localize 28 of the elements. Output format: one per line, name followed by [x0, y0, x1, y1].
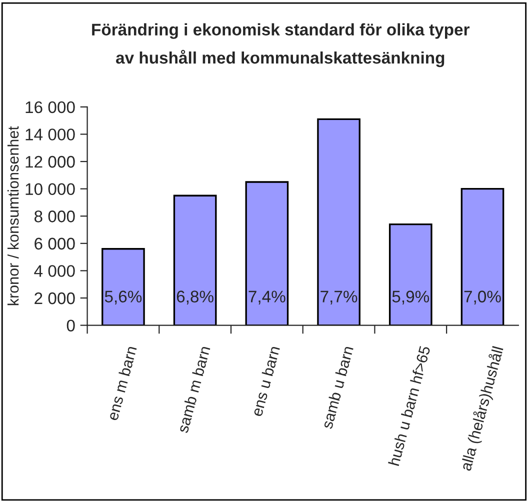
y-tick-label: 2 000 [34, 292, 75, 304]
x-tick-label: ens u barn [250, 346, 280, 417]
annotation: 5,6% [104, 290, 142, 304]
x-tick-label: hush u barn hf>65 [388, 345, 430, 466]
bar [460, 188, 504, 326]
x-tick-label: samb m barn [176, 346, 210, 434]
y-tick-label: 10 000 [26, 183, 75, 196]
chart-title: Förändring i ekonomisk standard för olika typer av hushåll med kommunalskattesänkning [92, 23, 470, 68]
x-tick-label: samb u barn [321, 346, 354, 430]
y-tick-label: 0 [66, 320, 75, 332]
annotation: 5,9% [392, 290, 430, 304]
bar [102, 248, 145, 326]
y-tick-label: 12 000 [26, 156, 75, 168]
bar [317, 118, 360, 326]
y-axis-title: kronor / konsumtionsenhet [7, 126, 19, 306]
y-tick-label: 4 000 [34, 265, 75, 277]
annotation: 7,4% [248, 290, 286, 304]
y-tick-label: 16 000 [26, 101, 75, 114]
annotation: 7,7% [320, 290, 358, 304]
y-tick-label: 6 000 [34, 238, 75, 250]
annotation: 7,0% [464, 290, 501, 304]
bar [388, 223, 432, 326]
bar [245, 181, 289, 326]
y-tick-label: 8 000 [34, 210, 75, 222]
bar [173, 194, 217, 326]
annotation: 6,8% [176, 290, 214, 304]
y-tick-label: 14 000 [26, 128, 75, 140]
x-tick-label: ens m barn [106, 346, 137, 421]
